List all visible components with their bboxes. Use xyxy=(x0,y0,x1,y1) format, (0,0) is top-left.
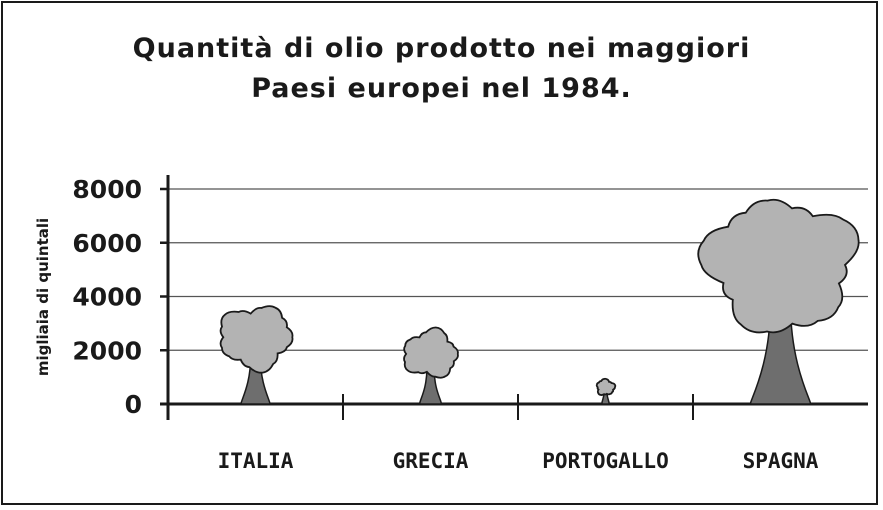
chart-title-line2: Paesi europei nel 1984. xyxy=(251,73,632,104)
y-tick-label: 0 xyxy=(125,390,142,419)
tree-canopy xyxy=(403,326,459,379)
x-category-label: GRECIA xyxy=(393,449,469,473)
tree-canopy xyxy=(219,305,294,374)
tree-italia xyxy=(219,305,294,405)
tree-portogallo xyxy=(595,377,617,405)
tree-spagna xyxy=(697,198,860,405)
tree-grecia xyxy=(403,326,459,405)
x-category-label: ITALIA xyxy=(218,449,294,473)
chart-title-line1: Quantità di olio prodotto nei maggiori xyxy=(132,33,751,64)
y-tick-label: 4000 xyxy=(72,283,142,312)
y-tick-label: 6000 xyxy=(72,229,142,258)
tree-trunk xyxy=(601,391,610,405)
tree-trunk xyxy=(749,304,812,405)
y-tick-label: 8000 xyxy=(72,175,142,204)
y-tick-label: 2000 xyxy=(72,336,142,365)
y-axis-label: migliaia di quintali xyxy=(34,218,52,376)
tree-trunk xyxy=(418,367,443,405)
x-category-label: SPAGNA xyxy=(743,449,819,473)
tree-canopy xyxy=(697,198,860,334)
x-category-label: PORTOGALLO xyxy=(542,449,668,473)
tree-canopy xyxy=(595,377,617,396)
